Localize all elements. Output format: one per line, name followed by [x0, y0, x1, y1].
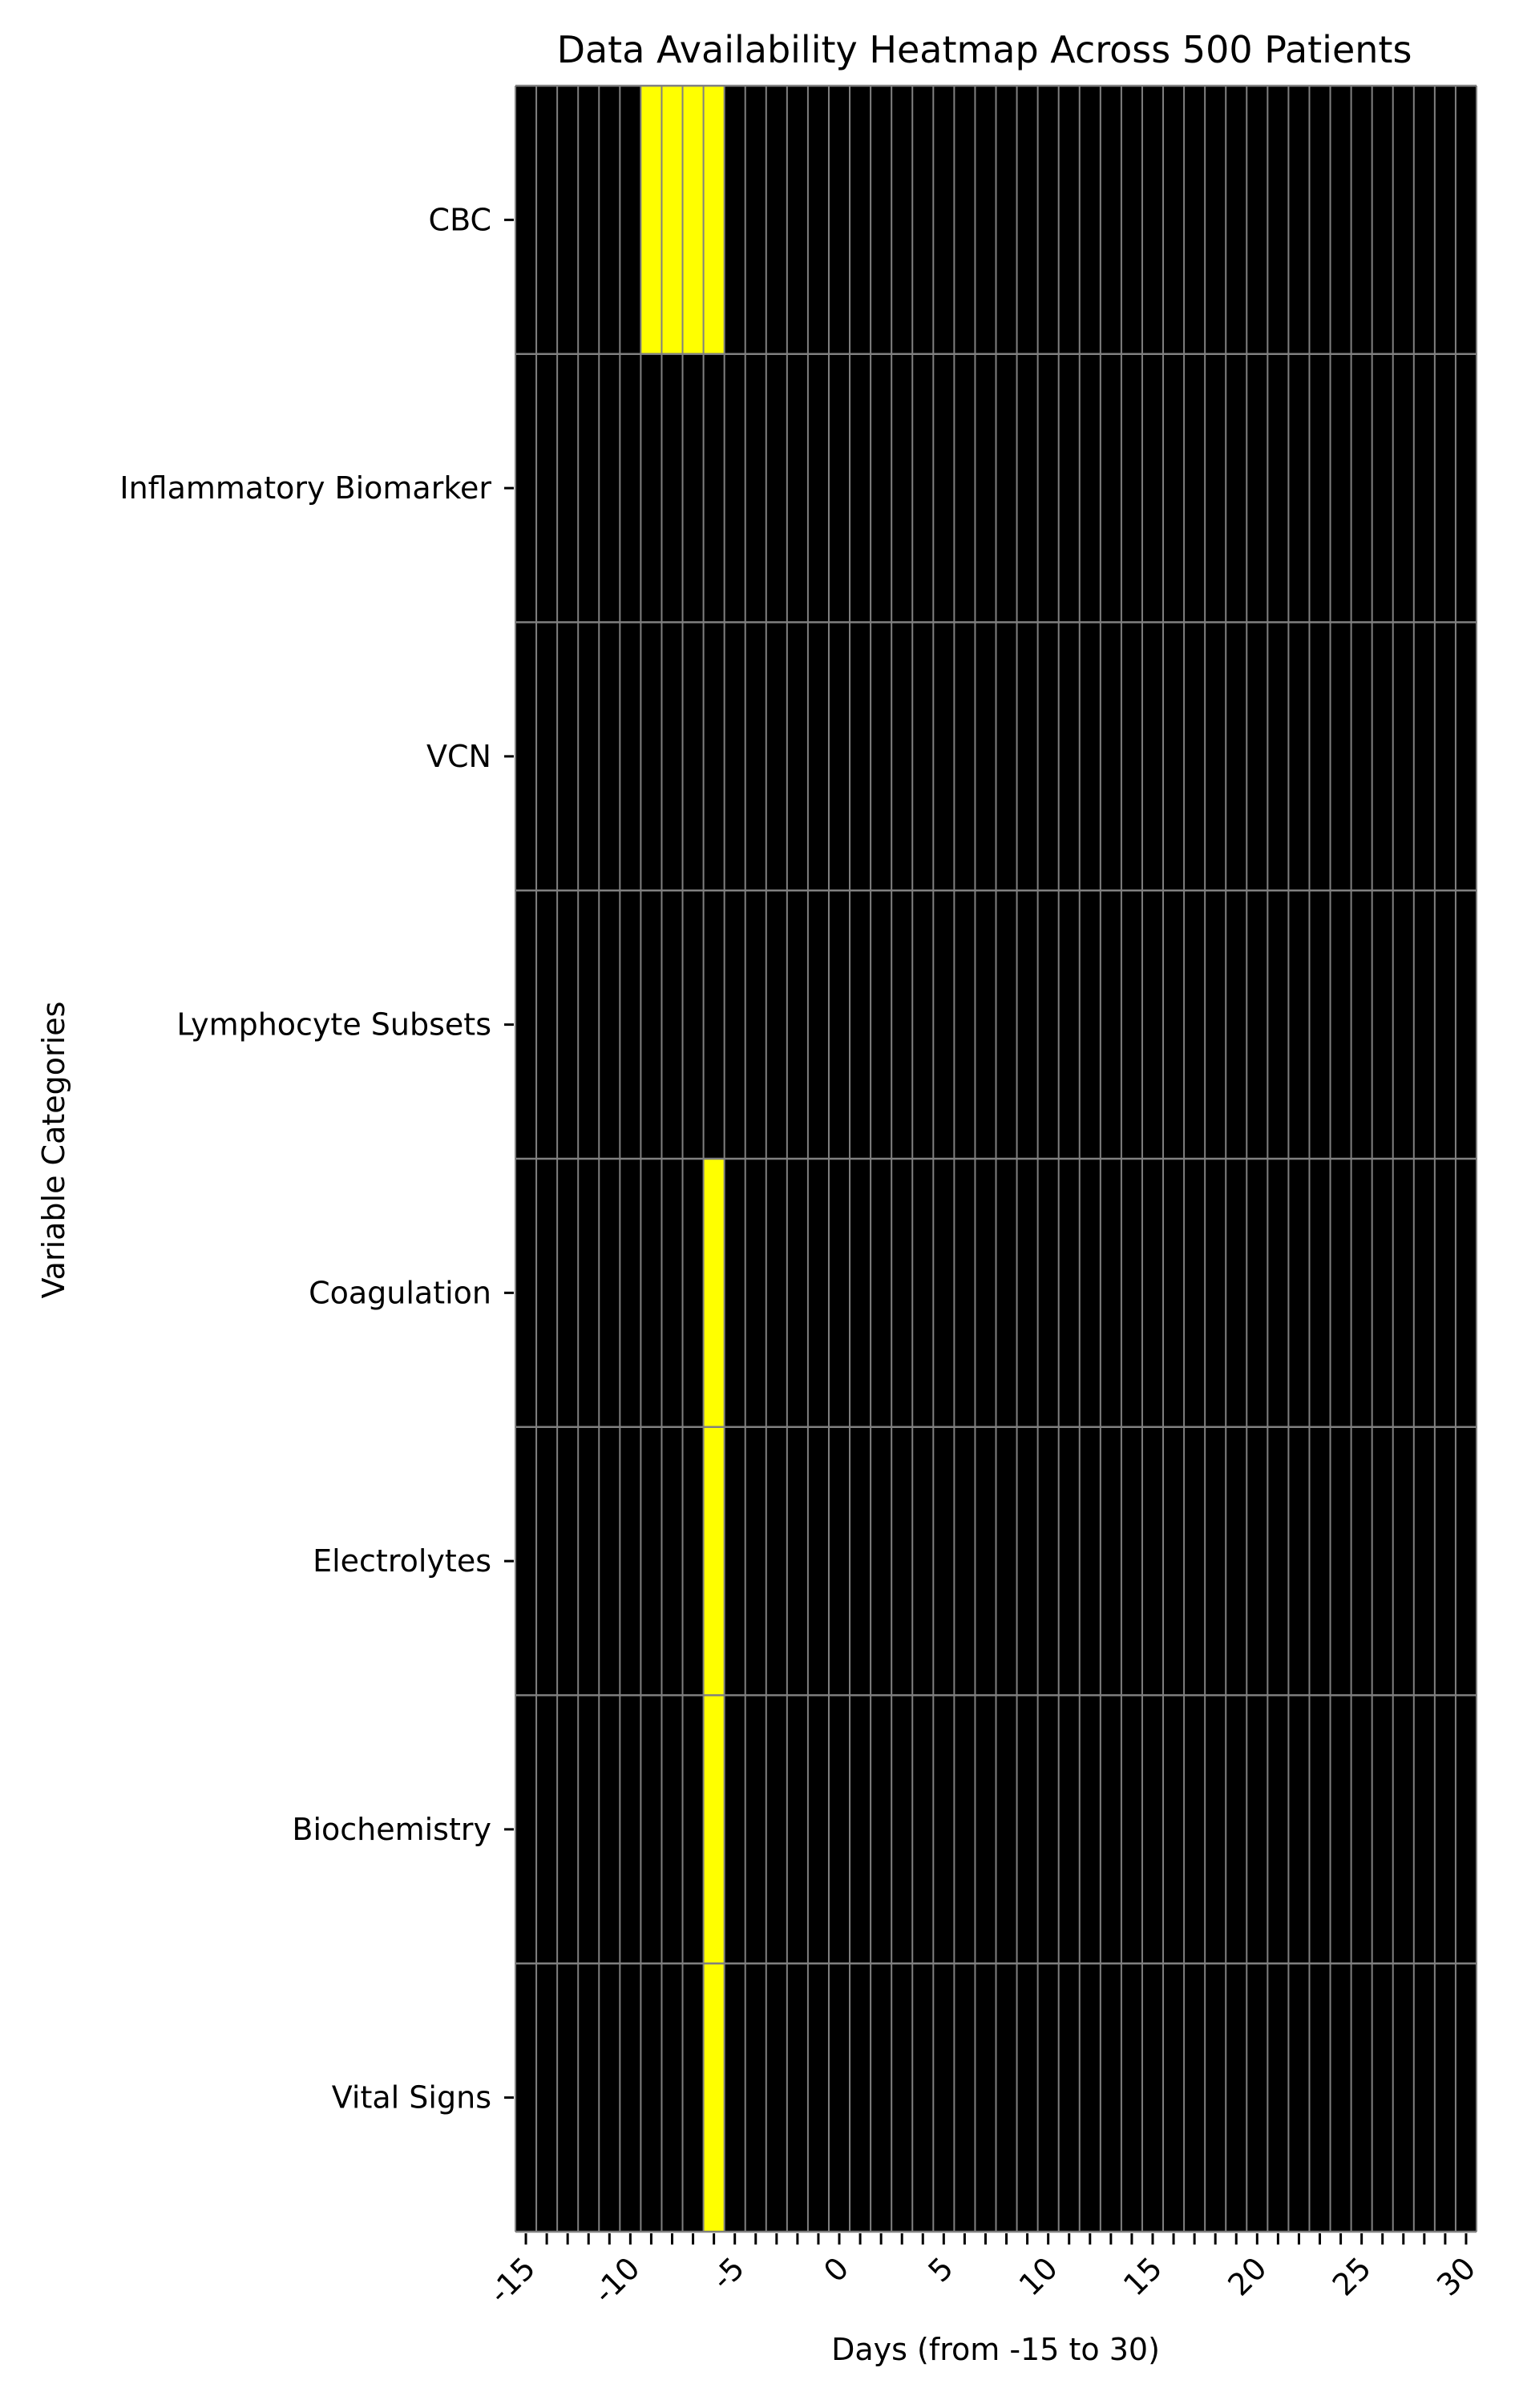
x-tick-label: 25: [1326, 2250, 1378, 2302]
y-axis: CBC Inflammatory Biomarker VCN Lymphocyte S…: [119, 202, 514, 2116]
heatmap-cell-available: [682, 86, 704, 354]
x-tick-label: 15: [1117, 2250, 1169, 2302]
x-tick-label: 30: [1430, 2250, 1482, 2302]
heatmap-cell-available: [703, 1963, 725, 2232]
heatmap-cell-available: [661, 86, 683, 354]
y-tick-label: CBC: [429, 202, 491, 237]
x-tick-label: 10: [1012, 2250, 1065, 2302]
y-tick-label: VCN: [426, 739, 491, 774]
heatmap-gridlines: [515, 84, 1477, 2233]
x-axis-title: Days (from -15 to 30): [831, 2332, 1160, 2367]
y-tick-label: Coagulation: [309, 1275, 491, 1310]
heatmap-cell-available: [703, 1426, 725, 1696]
heatmap-cell-available: [703, 86, 725, 354]
x-tick-label: -5: [705, 2250, 751, 2297]
x-tick-label: 0: [817, 2250, 855, 2289]
y-axis-title: Variable Categories: [36, 1002, 71, 1299]
chart-title: Data Availability Heatmap Across 500 Pat…: [557, 28, 1412, 71]
heatmap-cell-available: [703, 1159, 725, 1427]
x-tick-label: 5: [921, 2250, 960, 2289]
x-tick-label: -15: [482, 2250, 542, 2310]
x-tick-label: -10: [587, 2250, 647, 2310]
y-tick-label: Lymphocyte Subsets: [176, 1007, 491, 1043]
heatmap-cell-available: [703, 1695, 725, 1964]
y-tick-label: Inflammatory Biomarker: [119, 470, 491, 506]
y-tick-label: Biochemistry: [292, 1812, 491, 1847]
x-axis: -15 -10 -5 0 5 10 15 20 25 30: [482, 2233, 1482, 2310]
heatmap-cell-available: [640, 86, 662, 354]
y-tick-label: Electrolytes: [313, 1543, 491, 1579]
x-tick-label: 20: [1221, 2250, 1273, 2302]
y-tick-label: Vital Signs: [332, 2080, 491, 2116]
